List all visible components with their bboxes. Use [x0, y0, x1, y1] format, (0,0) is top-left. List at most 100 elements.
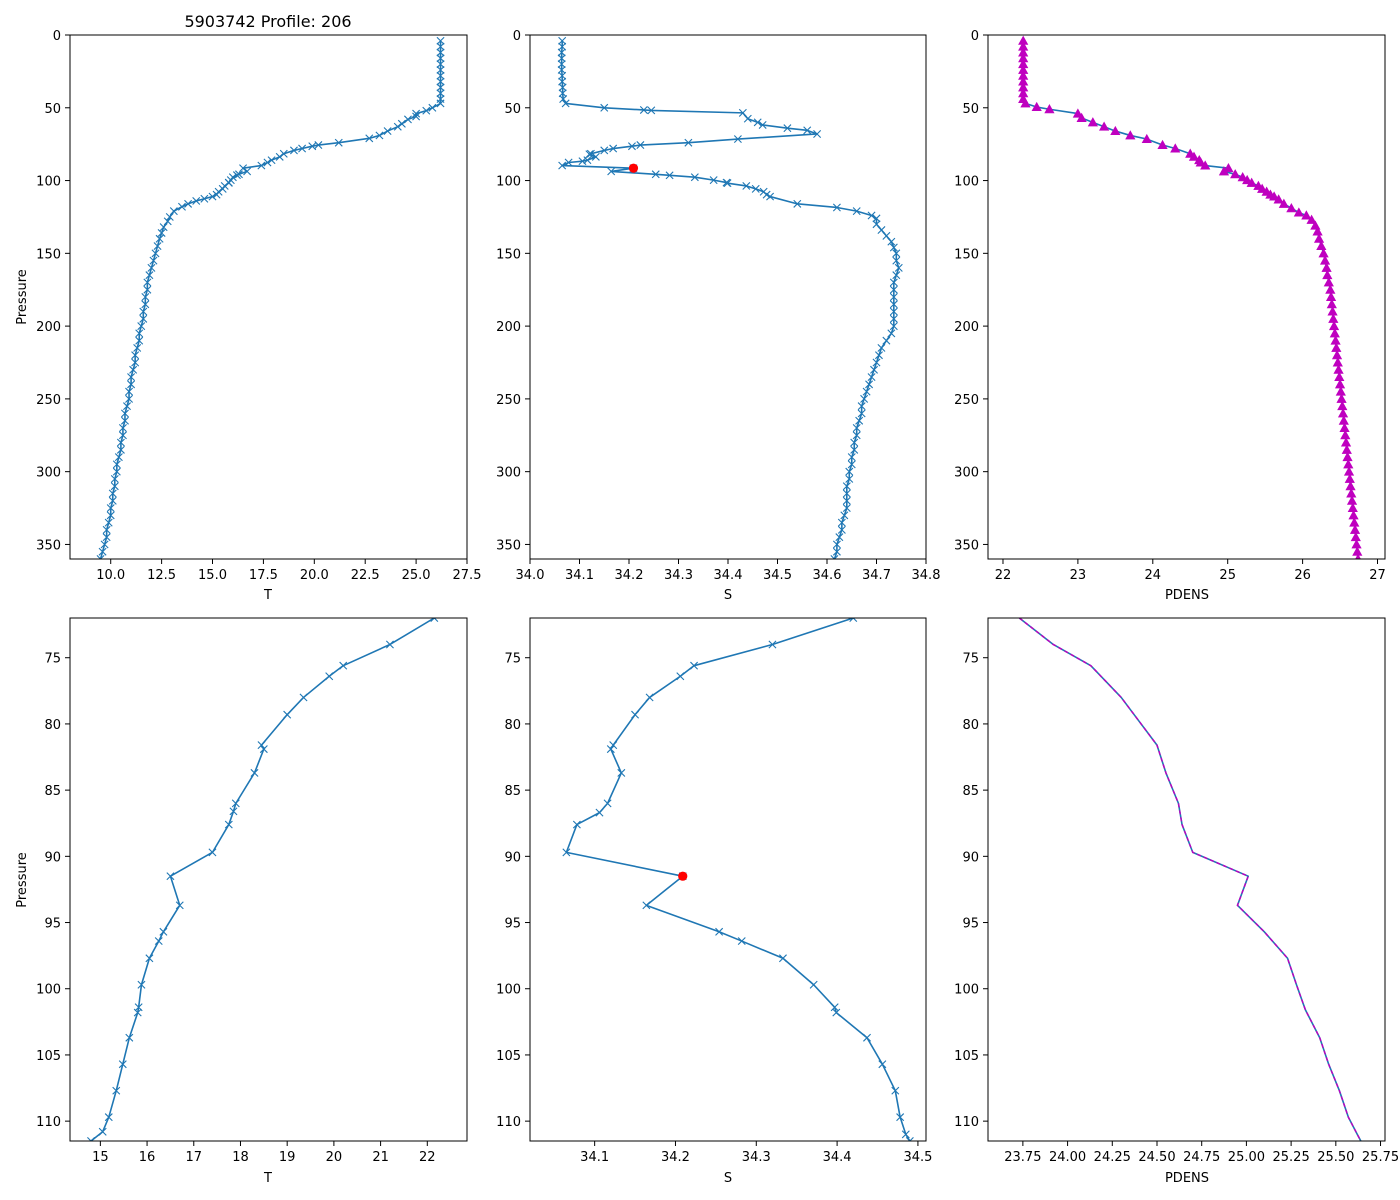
data-point-x-marker	[151, 249, 160, 258]
axes-frame	[529, 617, 927, 1142]
data-point-x-marker	[889, 322, 898, 331]
y-tick-label: 105	[36, 1049, 61, 1064]
data-point-x-marker	[889, 307, 898, 316]
data-point-x-marker	[607, 167, 616, 176]
y-tick-label: 250	[496, 393, 521, 408]
axes-frame	[69, 34, 468, 560]
data-point-x-marker	[758, 120, 767, 129]
data-point-x-marker	[229, 807, 238, 816]
data-point-x-marker	[436, 60, 445, 69]
data-point-triangle-marker	[1218, 166, 1230, 176]
data-point-x-marker	[849, 618, 858, 622]
x-tick-label: 25.25	[1273, 1150, 1310, 1165]
y-axis-label: Pressure	[15, 852, 30, 908]
x-tick-label: 20	[326, 1150, 343, 1165]
x-tick-label: 12.5	[147, 568, 176, 583]
data-point-x-marker	[436, 42, 445, 51]
data-point-x-marker	[690, 661, 699, 670]
data-point-x-marker	[905, 1137, 914, 1141]
data-point-x-marker	[259, 745, 268, 754]
data-point-x-marker	[141, 300, 150, 309]
data-point-x-marker	[743, 114, 752, 123]
y-tick-label: 350	[496, 538, 521, 553]
data-point-x-marker	[177, 202, 186, 211]
x-tick-label: 24.00	[1049, 1150, 1086, 1165]
data-point-x-marker	[98, 547, 107, 556]
data-point-x-marker	[559, 95, 568, 104]
x-tick-label: 20.0	[300, 568, 329, 583]
data-point-x-marker	[110, 474, 119, 483]
data-point-x-marker	[889, 278, 898, 287]
data-point-x-marker	[224, 820, 233, 829]
data-point-x-marker	[878, 1060, 887, 1069]
data-point-x-marker	[143, 278, 152, 287]
data-point-triangle-marker	[1195, 157, 1206, 167]
data-point-x-marker	[857, 402, 866, 411]
axis-ticks: 34.0 34.1 34.2 34.3 34.4 34.5 34.6 34.7 34.8 0 50 1…	[496, 29, 940, 583]
x-tick-label: 22	[419, 1150, 436, 1165]
data-point-x-marker	[872, 358, 881, 367]
y-tick-label: 150	[36, 247, 61, 262]
data-point-triangle-marker	[1200, 160, 1211, 170]
data-point-x-marker	[102, 525, 111, 534]
data-point-x-marker	[118, 424, 127, 432]
data-point-x-marker	[129, 365, 138, 374]
axis-ticks: 10.0 12.5 15.0 17.5 20.0 22.5 25.0 27.5 0 50 100 15…	[36, 29, 481, 583]
data-point-x-marker	[314, 141, 323, 150]
x-tick-label: 16	[139, 1150, 156, 1165]
data-point-x-marker	[872, 220, 881, 229]
data-point-x-marker	[651, 170, 660, 179]
data-point-x-marker	[403, 115, 412, 124]
temperature-zoom-series	[87, 618, 439, 1141]
data-point-x-marker	[591, 152, 600, 161]
y-tick-label: 85	[504, 784, 521, 799]
data-point-x-marker	[289, 146, 298, 155]
data-point-triangle-marker	[1020, 98, 1031, 108]
x-tick-label: 21	[372, 1150, 389, 1165]
x-tick-label: 18	[232, 1150, 249, 1165]
y-tick-label: 110	[36, 1115, 61, 1130]
data-point-triangle-marker	[1230, 169, 1241, 179]
data-point-x-marker	[837, 525, 846, 534]
data-point-x-marker	[645, 693, 654, 702]
x-tick-label: 34.4	[823, 1150, 852, 1165]
x-tick-label: 34.2	[615, 568, 644, 583]
x-tick-label: 34.7	[862, 568, 891, 583]
data-point-x-marker	[175, 901, 184, 910]
data-point-x-marker	[882, 336, 891, 345]
y-tick-label: 250	[36, 393, 61, 408]
y-tick-label: 80	[962, 718, 979, 733]
data-point-x-marker	[850, 438, 859, 447]
data-point-triangle-marker	[1223, 162, 1234, 173]
data-point-x-marker	[114, 453, 123, 462]
data-point-x-marker	[891, 1086, 900, 1095]
density-profile-series	[1018, 35, 1363, 559]
x-tick-label: 34.8	[912, 568, 941, 583]
panel-top-temperature: 10.0 12.5 15.0 17.5 20.0 22.5 25.0 27.5 0 50 100 15…	[15, 29, 481, 603]
x-axis-label: T	[263, 588, 272, 603]
y-tick-label: 105	[954, 1049, 979, 1064]
data-point-x-marker	[112, 460, 121, 469]
data-point-x-marker	[751, 184, 760, 193]
data-point-x-marker	[153, 242, 162, 251]
data-point-triangle-marker	[1318, 248, 1329, 258]
y-tick-label: 300	[36, 466, 61, 481]
x-tick-label: 25.00	[1228, 1150, 1265, 1165]
data-point-x-marker	[257, 161, 266, 170]
data-point-triangle-marker	[1269, 191, 1280, 201]
x-tick-label: 25.75	[1362, 1150, 1399, 1165]
data-point-x-marker	[100, 540, 109, 549]
axes-frame	[987, 34, 1386, 560]
data-point-x-marker	[877, 343, 886, 352]
y-tick-label: 200	[496, 320, 521, 335]
x-tick-label: 25.0	[402, 568, 431, 583]
data-point-triangle-marker	[1273, 194, 1284, 204]
data-point-x-marker	[768, 640, 777, 649]
x-tick-label: 34.5	[763, 568, 792, 583]
data-point-x-marker	[872, 214, 881, 223]
x-tick-label: 34.2	[661, 1150, 690, 1165]
data-point-triangle-marker	[1301, 210, 1312, 220]
flagged-point-marker	[628, 163, 639, 173]
data-point-x-marker	[867, 373, 876, 382]
data-point-x-marker	[809, 980, 818, 989]
